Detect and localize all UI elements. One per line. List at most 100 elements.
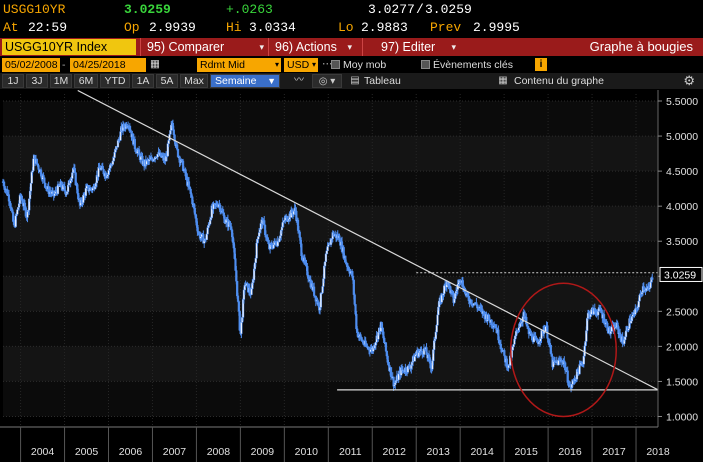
start-date-field[interactable]: 05/02/2008 (2, 58, 60, 72)
end-date-field[interactable]: 04/25/2018 (70, 58, 146, 72)
candle-body (503, 350, 506, 356)
security-field[interactable]: USGG10YR Index (2, 39, 136, 55)
y-tick-label: 2.5000 (666, 306, 698, 318)
edit-menu[interactable]: 97) Editer ▾ (362, 38, 460, 56)
x-tick-label: 2004 (31, 446, 55, 458)
line-chart-icon[interactable]: 〰 (294, 75, 304, 86)
chart-toolbar: 1J 3J 1M 6M YTD 1A 5A Max Semaine ▼ 〰 ◎ … (0, 73, 703, 89)
candle-body (193, 208, 197, 215)
candle-body (82, 194, 85, 203)
x-tick-label: 2009 (251, 446, 275, 458)
candle-body (84, 188, 87, 196)
candle-body (237, 301, 240, 312)
grid-band (3, 206, 658, 242)
candle-body (353, 294, 356, 305)
x-tick-label: 2008 (207, 446, 231, 458)
open-value: 2.9939 (149, 20, 196, 35)
info-icon[interactable]: i (535, 58, 547, 71)
high-value: 3.0334 (249, 20, 296, 35)
chart-annotations (77, 90, 659, 418)
candle-body (312, 286, 316, 296)
period-3d-button[interactable]: 3J (26, 74, 48, 88)
more-options-icon[interactable]: ⋯ (322, 58, 333, 70)
period-1m-button[interactable]: 1M (50, 74, 72, 88)
y-tick-label: 4.5000 (666, 166, 698, 178)
period-max-button[interactable]: Max (180, 74, 208, 88)
currency-dropdown-icon: ▾ (311, 60, 316, 69)
candle-body (129, 129, 132, 132)
candle-body (327, 244, 330, 247)
chart-style-icon[interactable]: ◎ ▾ (312, 74, 342, 88)
x-tick-label: 2016 (558, 446, 582, 458)
candle-body (319, 292, 322, 308)
ask-price: 3.0259 (425, 2, 472, 17)
y-axis: 5.50005.00004.50004.00003.50003.00002.50… (657, 90, 703, 427)
y-tick-label: 5.5000 (666, 96, 698, 108)
last-value-label: 3.0259 (664, 269, 696, 281)
time-label: At (3, 20, 19, 35)
chart-contents-icon[interactable]: ▦ (498, 75, 508, 86)
highlight-circle (509, 282, 617, 418)
field-selector[interactable]: Rdmt Mid ▾ (197, 58, 281, 72)
command-bar: USGG10YR Index 95) Comparer ▾ 96) Action… (0, 38, 703, 56)
field-dropdown-icon: ▾ (274, 60, 279, 69)
calendar-icon[interactable]: ▦ (150, 58, 160, 70)
interval-selector[interactable]: Semaine ▼ (210, 74, 280, 88)
candle-body (235, 270, 238, 282)
candle-body (176, 144, 179, 150)
compare-label: 95) Comparer (147, 40, 225, 54)
actions-dropdown-icon: ▾ (347, 42, 352, 52)
x-tick-label: 2011 (339, 446, 362, 458)
period-5y-button[interactable]: 5A (156, 74, 178, 88)
chart-grid (3, 94, 658, 427)
candle-body (324, 253, 328, 262)
chart-contents-label[interactable]: Contenu du graphe (514, 75, 604, 87)
actions-label: 96) Actions (275, 40, 337, 54)
price-change: +.0263 (226, 2, 273, 17)
grid-band (3, 171, 658, 207)
x-tick-label: 2013 (427, 446, 451, 458)
candle-body (35, 158, 38, 164)
grid-band (3, 311, 658, 347)
grid-band (3, 276, 658, 312)
candle-body (323, 261, 327, 267)
candle-body (651, 277, 654, 280)
date-range-dash: - (62, 59, 66, 71)
open-label: Op (124, 20, 140, 35)
table-label[interactable]: Tableau (364, 75, 401, 87)
candle-body (352, 279, 355, 295)
bid-ask-separator: / (416, 2, 424, 17)
y-tick-label: 4.0000 (666, 201, 698, 213)
moving-avg-checkbox[interactable] (331, 60, 340, 69)
quote-line-1: USGG10YR 3.0259 +.0263 3.0277 / 3.0259 (0, 1, 703, 19)
y-tick-label: 1.0000 (666, 411, 698, 423)
gear-icon[interactable]: ⚙ (683, 73, 695, 88)
candle-body (436, 314, 439, 326)
period-ytd-button[interactable]: YTD (100, 74, 130, 88)
period-6m-button[interactable]: 6M (74, 74, 98, 88)
candle-body (325, 250, 328, 255)
interval-dropdown-icon: ▼ (267, 76, 276, 86)
x-tick-label: 2012 (383, 446, 407, 458)
candle-body (187, 181, 191, 187)
x-tick-label: 2010 (295, 446, 319, 458)
period-1d-button[interactable]: 1J (2, 74, 24, 88)
candle-body (389, 367, 393, 377)
price-chart[interactable]: 5.50005.00004.50004.00003.50003.00002.50… (0, 90, 703, 462)
key-events-checkbox[interactable] (421, 60, 430, 69)
grid-band (3, 346, 658, 382)
currency-selector[interactable]: USD ▾ (284, 58, 318, 72)
x-tick-label: 2006 (119, 446, 143, 458)
table-icon[interactable]: ▤ (350, 75, 360, 86)
compare-menu[interactable]: 95) Comparer ▾ (140, 38, 268, 56)
low-value: 2.9883 (361, 20, 408, 35)
period-1y-button[interactable]: 1A (132, 74, 154, 88)
candle-body (133, 139, 136, 150)
edit-label: 97) Editer (381, 40, 436, 54)
x-tick-label: 2015 (514, 446, 538, 458)
x-tick-label: 2005 (75, 446, 99, 458)
actions-menu[interactable]: 96) Actions ▾ (268, 38, 356, 56)
candle-body (637, 300, 640, 308)
downtrend-line (77, 90, 659, 391)
interval-label: Semaine (215, 75, 257, 87)
